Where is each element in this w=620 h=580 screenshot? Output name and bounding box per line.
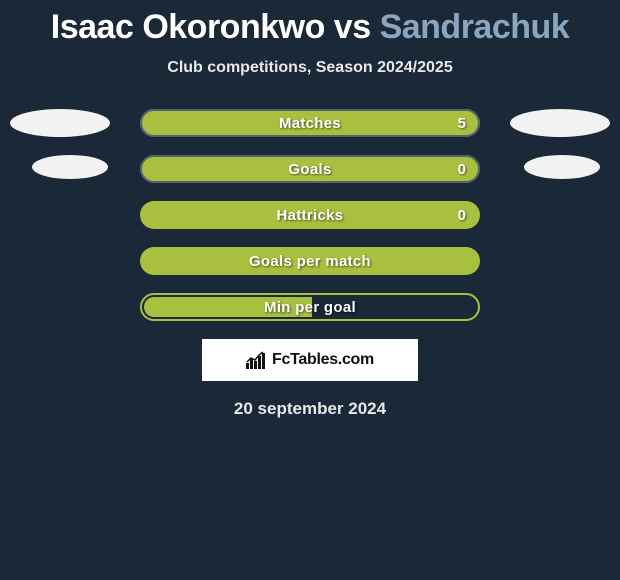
stat-label: Goals per match: [249, 253, 371, 270]
stat-label: Min per goal: [264, 299, 356, 316]
player2-photo-2: [524, 155, 600, 179]
player2-name: Sandrachuk: [380, 8, 570, 46]
stats-section: Matches 5 Goals 0 Hattricks 0 Goals per …: [0, 109, 620, 419]
vs-text: vs: [334, 8, 371, 46]
stat-value: 5: [458, 115, 466, 132]
subtitle: Club competitions, Season 2024/2025: [0, 59, 620, 77]
page-title: Isaac Okoronkwo vs Sandrachuk: [0, 0, 620, 47]
stat-value: 0: [458, 161, 466, 178]
player2-photo: [510, 109, 610, 137]
stat-bar: Min per goal: [140, 293, 480, 321]
stat-label: Goals: [288, 161, 331, 178]
brand-text: FcTables.com: [272, 351, 374, 369]
stat-value: 0: [458, 207, 466, 224]
player1-photo: [10, 109, 110, 137]
stat-label: Matches: [279, 115, 341, 132]
stat-bar: Goals 0: [140, 155, 480, 183]
brand-icon: [246, 351, 268, 369]
stat-bar: Goals per match: [140, 247, 480, 275]
player1-name: Isaac Okoronkwo: [51, 8, 325, 46]
stat-label: Hattricks: [277, 207, 344, 224]
stat-bars: Matches 5 Goals 0 Hattricks 0 Goals per …: [140, 109, 480, 321]
stat-bar: Matches 5: [140, 109, 480, 137]
datestamp: 20 september 2024: [0, 399, 620, 419]
player1-photo-2: [32, 155, 108, 179]
brand-badge: FcTables.com: [202, 339, 418, 381]
stat-bar: Hattricks 0: [140, 201, 480, 229]
